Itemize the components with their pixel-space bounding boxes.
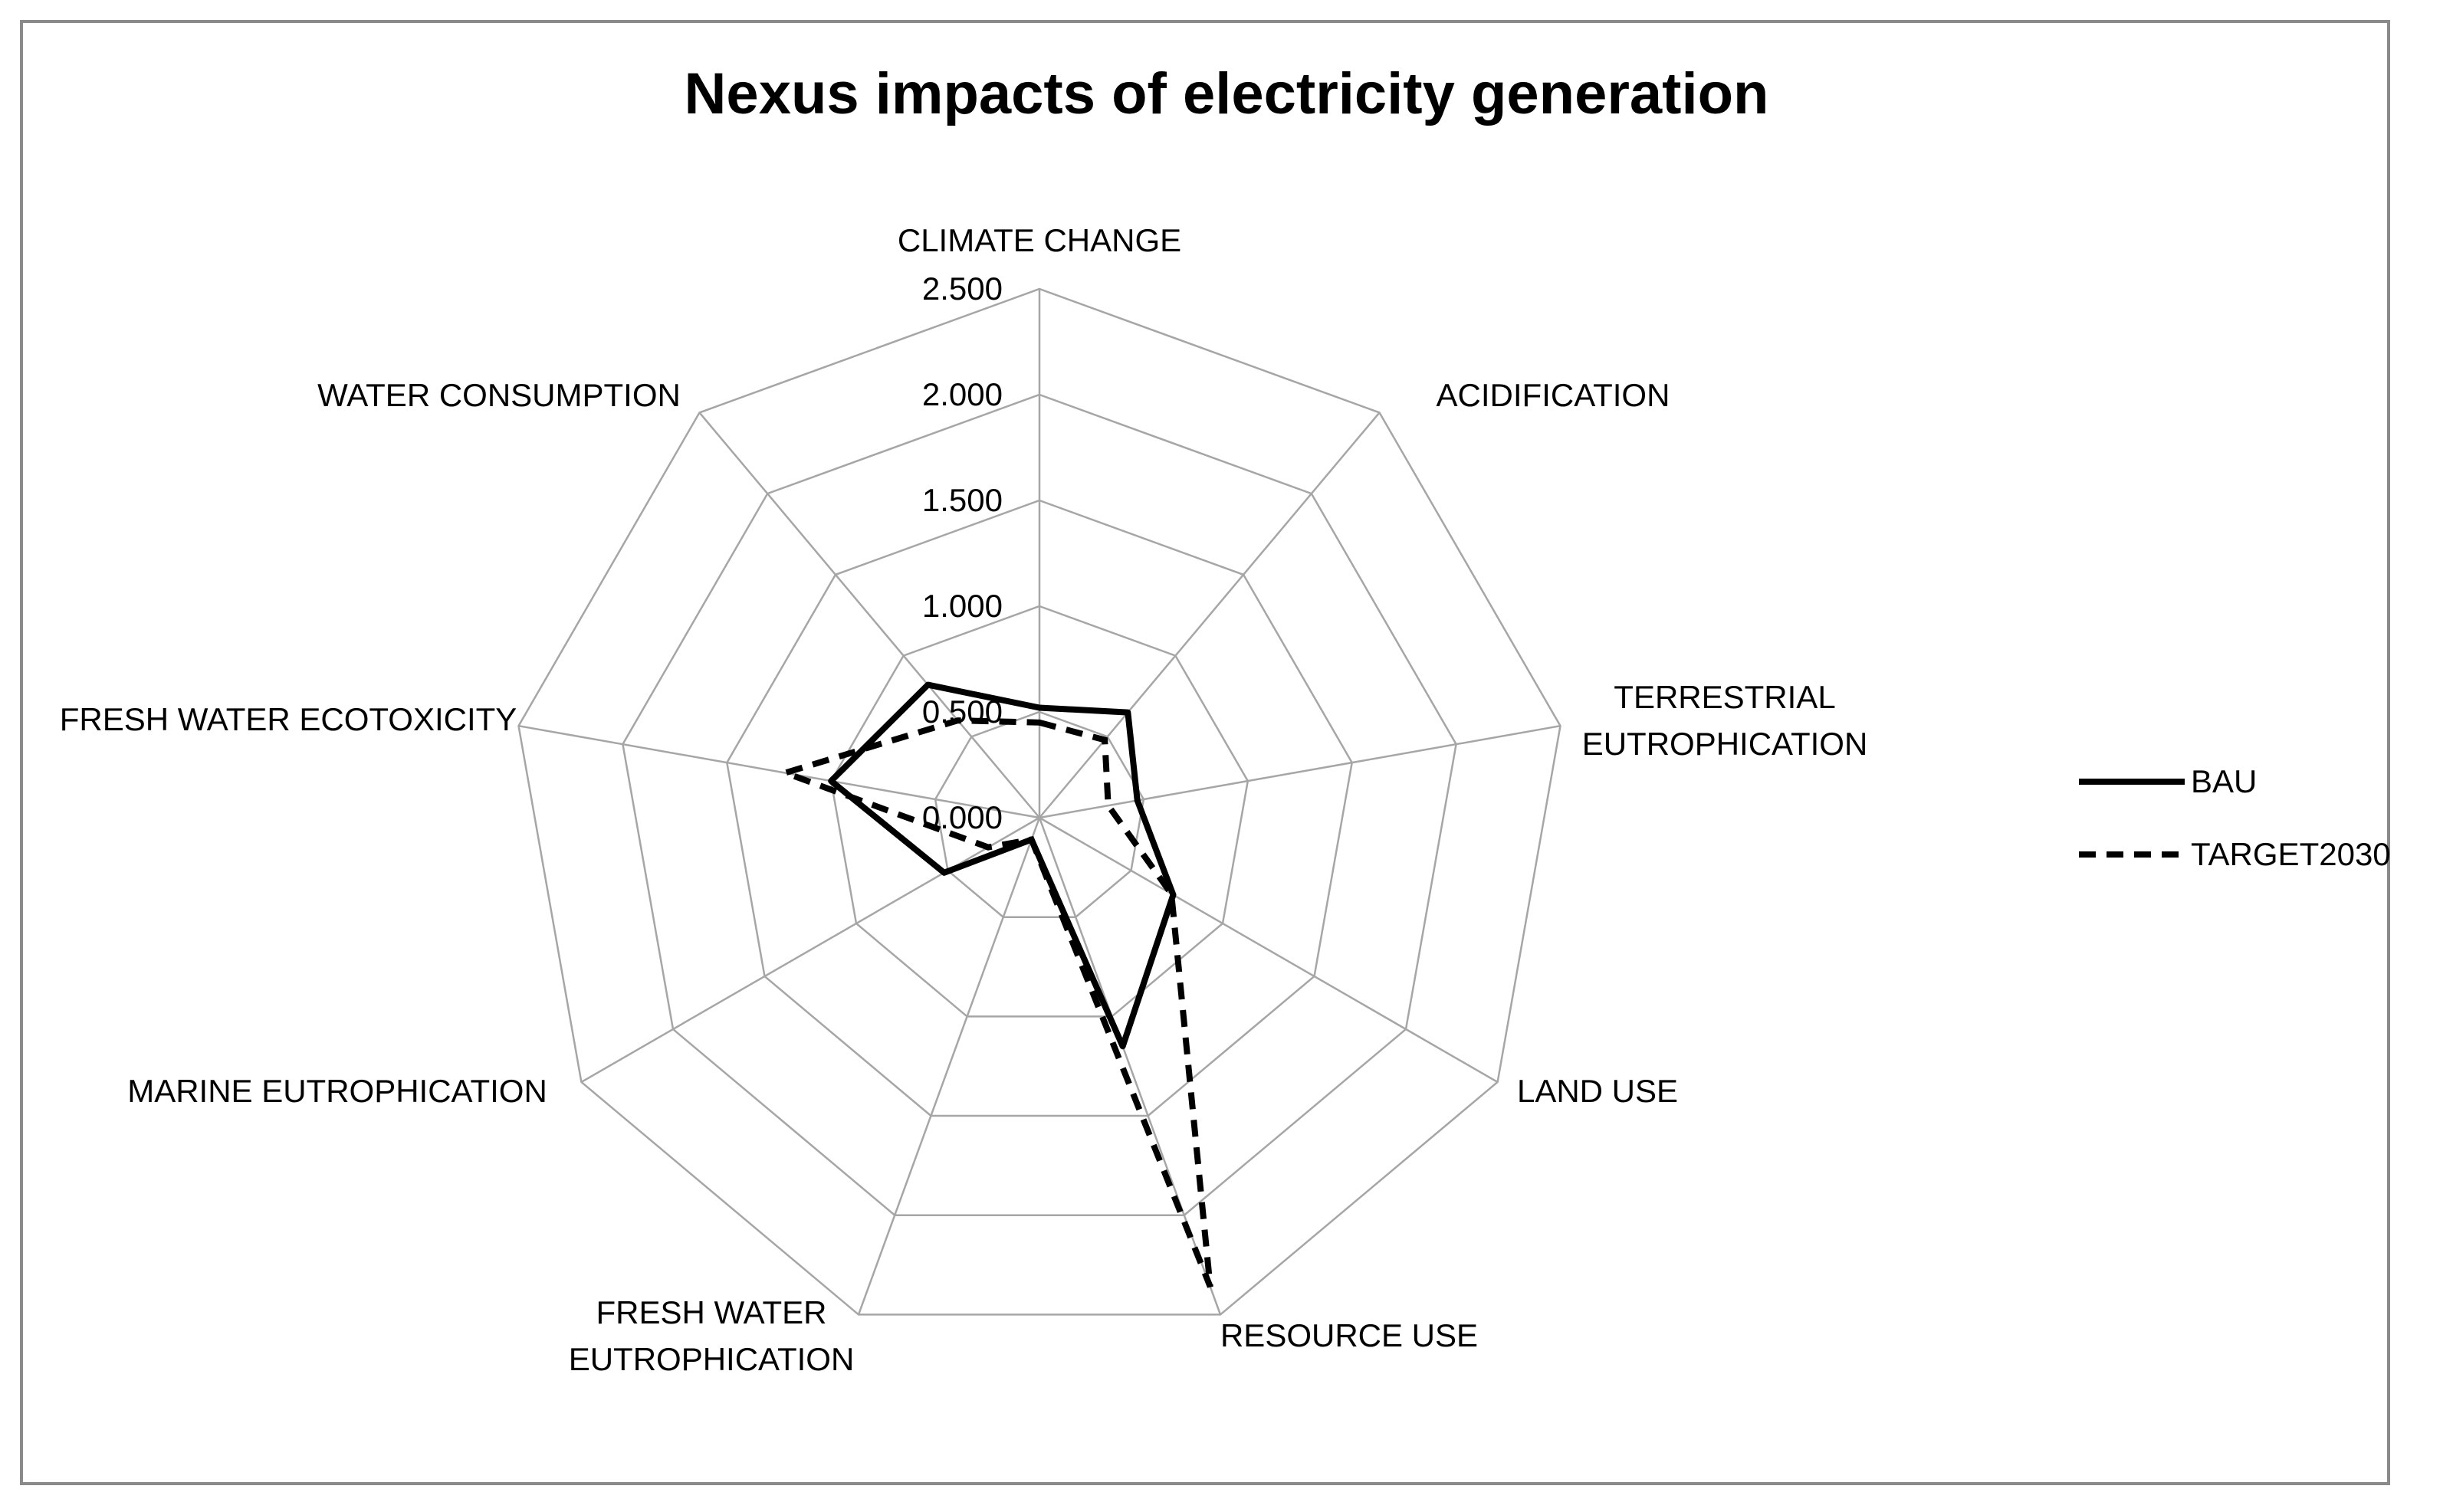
- grid-spoke-4: [1038, 817, 1222, 1315]
- grid-ring-1: [934, 710, 1145, 918]
- grid-spoke-7: [518, 724, 1040, 819]
- grid-spoke-6: [580, 816, 1040, 1084]
- axis-label: ACIDIFICATION: [1437, 377, 1670, 413]
- data-series: [775, 681, 1213, 1288]
- tick-label: 1.000: [922, 588, 1003, 624]
- grid-ring-4: [622, 393, 1457, 1216]
- series-bau-line: [828, 681, 1177, 1050]
- axis-label: TERRESTRIAL EUTROPHICATION: [1582, 679, 1868, 762]
- grid-ring-5: [517, 287, 1561, 1316]
- tick-label: 1.500: [922, 482, 1003, 518]
- axis-label: RESOURCE USE: [1220, 1317, 1478, 1353]
- axis-labels: CLIMATE CHANGE ACIDIFICATION TERRESTRIAL EU…: [60, 222, 1868, 1377]
- grid-ring-2: [829, 605, 1249, 1018]
- grid-ring-3: [725, 499, 1354, 1117]
- axis-label: LAND USE: [1517, 1073, 1678, 1109]
- axis-label: WATER CONSUMPTION: [317, 377, 681, 413]
- legend-label-target2030: TARGET2030: [2191, 836, 2391, 872]
- chart-title: Nexus impacts of electricity generation: [685, 61, 1769, 126]
- axis-label: FRESH WATER EUTROPHICATION: [569, 1294, 855, 1377]
- grid-spoke-5: [857, 817, 1041, 1315]
- axis-label: CLIMATE CHANGE: [898, 222, 1181, 258]
- axis-label: MARINE EUTROPHICATION: [127, 1073, 547, 1109]
- axis-label: FRESH WATER ECOTOXICITY: [60, 701, 517, 737]
- legend-label-bau: BAU: [2191, 763, 2257, 799]
- grid-spoke-1: [1039, 412, 1381, 818]
- tick-label: 2.500: [922, 271, 1003, 307]
- legend: BAU TARGET2030: [2079, 763, 2391, 872]
- series-target2030-line: [775, 717, 1213, 1288]
- radar-grid: [517, 287, 1561, 1316]
- grid-spoke-2: [1039, 724, 1561, 819]
- tick-label: 2.000: [922, 376, 1003, 412]
- grid-spoke-8: [698, 412, 1040, 818]
- grid-spoke-3: [1039, 816, 1499, 1084]
